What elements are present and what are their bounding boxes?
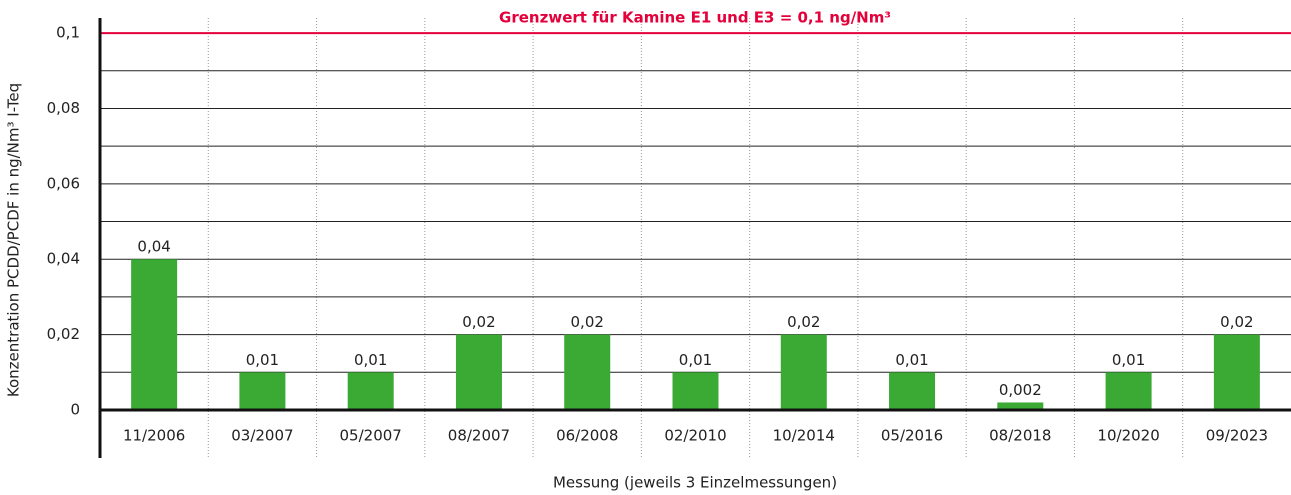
y-tick-label: 0,02 [47, 325, 80, 343]
threshold-label: Grenzwert für Kamine E1 und E3 = 0,1 ng/… [499, 9, 891, 27]
value-label: 0,01 [354, 351, 387, 369]
bar [780, 334, 827, 410]
x-tick-label: 05/2007 [340, 427, 402, 445]
bar [131, 259, 178, 410]
value-label: 0,02 [462, 313, 495, 331]
value-label: 0,04 [137, 238, 170, 256]
y-tick-label: 0,1 [56, 24, 80, 42]
value-label: 0,02 [787, 313, 820, 331]
y-tick-label: 0,06 [47, 174, 80, 192]
value-label: 0,02 [571, 313, 604, 331]
y-tick-label: 0 [70, 401, 80, 419]
y-tick-label: 0,04 [47, 250, 80, 268]
bar [1105, 372, 1152, 410]
value-label: 0,002 [999, 381, 1042, 399]
bar [455, 334, 502, 410]
x-tick-label: 02/2010 [664, 427, 726, 445]
bar [997, 402, 1044, 410]
x-tick-label: 08/2018 [989, 427, 1051, 445]
y-tick-label: 0,08 [47, 99, 80, 117]
x-tick-label: 11/2006 [123, 427, 185, 445]
x-tick-label: 10/2020 [1097, 427, 1159, 445]
value-label: 0,01 [1112, 351, 1145, 369]
value-label: 0,02 [1220, 313, 1253, 331]
x-tick-label: 08/2007 [448, 427, 510, 445]
bar [1213, 334, 1260, 410]
bar [889, 372, 936, 410]
bar [239, 372, 286, 410]
y-axis-label: Konzentration PCDD/PCDF in ng/Nm³ I-Teq [5, 83, 23, 397]
x-tick-label: 09/2023 [1206, 427, 1268, 445]
x-tick-label: 10/2014 [773, 427, 835, 445]
x-axis-label: Messung (jeweils 3 Einzelmessungen) [553, 474, 837, 492]
value-label: 0,01 [895, 351, 928, 369]
bar [564, 334, 611, 410]
value-label: 0,01 [679, 351, 712, 369]
x-tick-label: 06/2008 [556, 427, 618, 445]
x-tick-label: 05/2016 [881, 427, 943, 445]
value-label: 0,01 [246, 351, 279, 369]
bar [672, 372, 719, 410]
bar [347, 372, 394, 410]
x-tick-label: 03/2007 [231, 427, 293, 445]
